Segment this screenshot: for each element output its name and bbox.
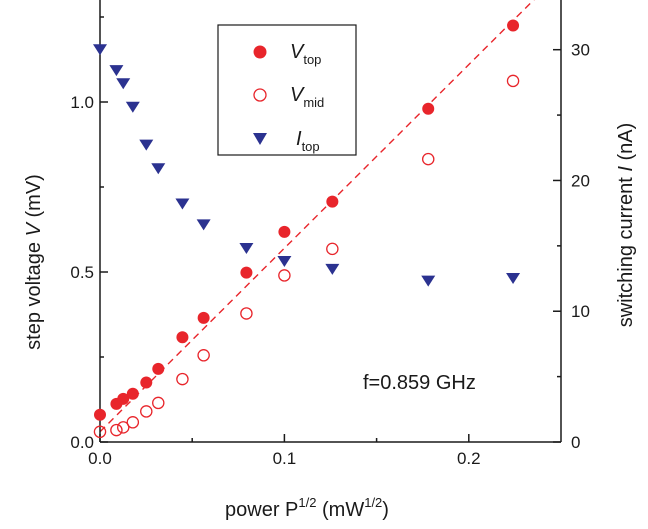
point-i-top xyxy=(116,78,131,90)
point-i-top xyxy=(125,101,140,113)
point-i-top xyxy=(277,256,292,268)
legend-frame xyxy=(217,24,357,156)
point-v-mid xyxy=(93,425,107,439)
point-v-mid xyxy=(197,349,210,362)
legend-marker-v-top xyxy=(253,45,267,59)
legend: Vtop Vmid Itop xyxy=(217,24,357,156)
point-v-mid xyxy=(126,416,140,429)
legend-label-v-mid: Vmid xyxy=(290,84,324,110)
y-left-tick-label: 0.5 xyxy=(70,263,94,282)
x-axis-label: power P1/2 (mW1/2) xyxy=(225,495,389,521)
point-v-top xyxy=(94,408,106,421)
point-v-mid xyxy=(152,396,165,410)
point-v-top xyxy=(507,19,520,32)
point-i-top xyxy=(506,273,521,285)
y-right-tick-label: 0 xyxy=(571,433,580,452)
point-v-mid xyxy=(421,152,435,166)
point-v-mid xyxy=(326,242,339,256)
point-v-mid xyxy=(506,74,520,88)
point-v-top xyxy=(197,311,210,324)
point-i-top xyxy=(196,219,211,231)
point-v-top xyxy=(117,392,130,405)
point-v-top xyxy=(240,266,253,279)
point-i-top xyxy=(175,198,190,210)
point-v-mid xyxy=(240,307,253,320)
legend-marker-i-top xyxy=(253,133,267,145)
y-left-tick-label: 1.0 xyxy=(70,93,94,112)
x-tick-label: 0.1 xyxy=(273,449,297,468)
y-right-tick-label: 10 xyxy=(571,302,590,321)
point-v-top xyxy=(422,102,435,115)
point-i-top xyxy=(109,65,124,77)
point-v-top xyxy=(126,387,139,400)
point-v-top xyxy=(176,331,189,344)
point-v-mid xyxy=(110,423,123,437)
point-v-mid xyxy=(278,269,291,282)
y-axis-left-label: step voltage V (mV) xyxy=(23,174,45,350)
legend-label-v-top: Vtop xyxy=(290,41,321,67)
point-v-top xyxy=(140,376,153,389)
x-tick-label: 0.2 xyxy=(457,449,481,468)
point-v-mid xyxy=(116,421,130,434)
point-v-top xyxy=(152,362,165,375)
y-left-tick-label: 0.0 xyxy=(70,433,94,452)
annotation-frequency: f=0.859 GHz xyxy=(363,372,476,394)
point-i-top xyxy=(151,163,166,175)
point-v-top xyxy=(278,225,291,238)
point-v-top xyxy=(326,195,339,208)
legend-label-i-top: Itop xyxy=(296,128,320,154)
point-i-top xyxy=(325,263,340,275)
x-tick-label: 0.0 xyxy=(88,449,112,468)
y-right-tick-label: 30 xyxy=(571,41,590,60)
y-right-tick-label: 20 xyxy=(571,171,590,190)
point-v-mid xyxy=(176,372,189,386)
point-i-top xyxy=(139,139,154,151)
point-i-top xyxy=(239,242,254,254)
point-v-mid xyxy=(140,405,153,418)
point-i-top xyxy=(421,275,436,287)
legend-marker-v-mid xyxy=(253,88,267,102)
y-axis-right-label: switching current I (nA) xyxy=(615,123,637,328)
plot-area: 0.0 0.1 0.2 0.0 0.5 1.0 0 10 20 30 xyxy=(70,0,590,468)
point-i-top xyxy=(93,44,107,56)
